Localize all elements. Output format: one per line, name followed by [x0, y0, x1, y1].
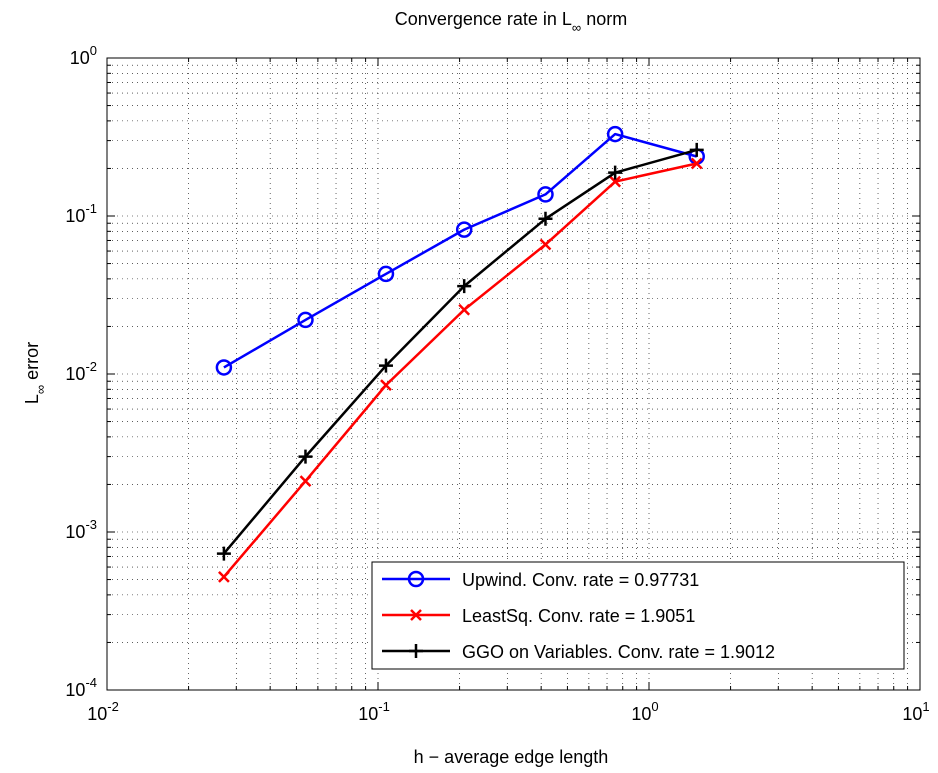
- chart-title-subscript: ∞: [572, 20, 581, 35]
- legend-item: Upwind. Conv. rate = 0.97731: [382, 570, 699, 590]
- legend-label: GGO on Variables. Conv. rate = 1.9012: [462, 642, 775, 662]
- y-tick-label: 10-4: [65, 675, 97, 700]
- y-axis-label: L∞ error: [22, 342, 48, 404]
- y-tick-label: 10-1: [65, 201, 97, 226]
- marker-x: [299, 475, 312, 487]
- x-tick-label: 10-2: [87, 699, 119, 724]
- chart-title: Convergence rate in L∞ norm: [395, 9, 627, 35]
- marker-circle: [606, 125, 624, 143]
- marker-plus: [457, 279, 472, 294]
- x-tick-label: 10-1: [358, 699, 390, 724]
- y-tick-label: 100: [70, 43, 97, 68]
- marker-plus: [538, 211, 553, 226]
- marker-x: [380, 379, 392, 392]
- marker-x: [410, 609, 422, 621]
- marker-plus: [608, 165, 623, 180]
- marker-circle: [377, 265, 395, 283]
- axis-ticks: 10-2 10-1 100 101 10-4 10-3 10-2 10-1 100: [65, 43, 929, 724]
- y-tick-label: 10-2: [65, 359, 97, 384]
- marker-x: [690, 157, 703, 170]
- legend: Upwind. Conv. rate = 0.97731 LeastSq. Con…: [371, 561, 905, 670]
- marker-x: [539, 238, 552, 251]
- marker-plus: [378, 358, 393, 373]
- marker-x: [458, 303, 471, 316]
- marker-circle: [297, 311, 314, 329]
- marker-plus: [216, 546, 231, 561]
- series-x: [218, 157, 703, 583]
- legend-item: LeastSq. Conv. rate = 1.9051: [382, 606, 695, 626]
- marker-x: [609, 175, 622, 188]
- series-circle: [215, 125, 705, 376]
- marker-plus: [689, 142, 704, 157]
- marker-plus: [409, 644, 423, 658]
- series-line: [223, 132, 698, 369]
- marker-circle: [537, 186, 554, 203]
- legend-label: LeastSq. Conv. rate = 1.9051: [462, 606, 695, 626]
- series: [215, 125, 705, 583]
- x-axis-label: h − average edge length: [414, 747, 609, 767]
- legend-box: [371, 561, 905, 670]
- marker-plus: [298, 449, 313, 464]
- y-tick-label: 10-3: [65, 517, 97, 542]
- series-plus: [216, 142, 704, 561]
- x-tick-label: 100: [631, 699, 658, 724]
- x-tick-label: 101: [902, 699, 929, 724]
- legend-item: GGO on Variables. Conv. rate = 1.9012: [382, 642, 775, 662]
- marker-x: [218, 570, 230, 583]
- plot-frame: [106, 57, 921, 691]
- marker-circle: [215, 359, 233, 376]
- marker-circle: [407, 570, 425, 588]
- grid: [107, 58, 920, 690]
- legend-label: Upwind. Conv. rate = 0.97731: [462, 570, 699, 590]
- marker-circle: [455, 221, 473, 238]
- y-axis-label-subscript: ∞: [33, 385, 48, 394]
